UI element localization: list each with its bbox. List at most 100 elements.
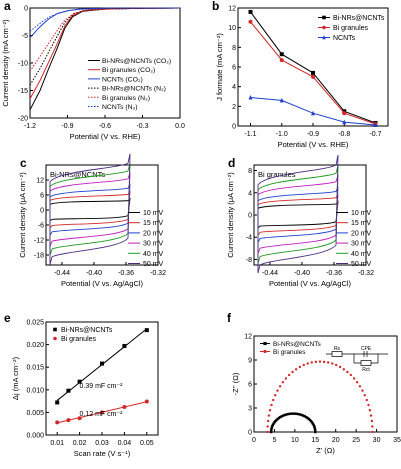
data-point xyxy=(266,419,270,423)
x-tick-label: 5 xyxy=(272,437,276,444)
data-point xyxy=(293,412,297,415)
plot-frame-c xyxy=(45,164,159,266)
data-point xyxy=(292,412,295,415)
legend-entry: NCNTs (CO₂) xyxy=(102,76,143,83)
y-tick-label: -15 xyxy=(18,88,28,95)
data-point xyxy=(66,388,71,393)
data-point xyxy=(314,430,317,434)
data-point xyxy=(311,422,315,425)
x-tick-label: -1.0 xyxy=(276,131,288,138)
y-tick-label: -6 xyxy=(38,223,44,230)
resistor-rs xyxy=(331,351,343,357)
x-tick-label: -0.9 xyxy=(307,131,319,138)
x-tick-label: -0.32 xyxy=(358,270,374,277)
data-point xyxy=(279,97,284,103)
legend-entry: 15 mV xyxy=(143,220,164,227)
data-point xyxy=(306,362,309,365)
legend-entry: 50 mV xyxy=(143,261,164,268)
data-point xyxy=(248,19,253,24)
data-point xyxy=(349,373,353,377)
y-tick-label: 2 xyxy=(232,104,236,111)
legend-entry: Bi-NRs@NCNTs xyxy=(273,341,322,348)
x-tick-label: -0.44 xyxy=(262,270,278,277)
panel-f: 0 5 10 15 20 25 30 35 0 3 6 9 12 Z' (Ω) -Z'' (Ω) Bi-NRs… xyxy=(231,334,401,456)
x-tick-label: 0 xyxy=(252,437,256,444)
data-point xyxy=(285,413,288,416)
legend-entry: Bi-NRs@NCNTs xyxy=(333,15,385,22)
x-tick-label: 0.01 xyxy=(50,440,64,447)
data-point xyxy=(369,414,373,417)
data-point xyxy=(274,394,277,397)
y-tick-label: -20 xyxy=(18,116,28,123)
data-point xyxy=(144,328,149,333)
x-tick-label: -0.40 xyxy=(294,270,310,277)
legend-entry: Bi-NRs@NCNTs (N₂) xyxy=(102,86,166,93)
legend-entry: 50 mV xyxy=(351,261,372,268)
panel-b: -1.1 -1.0 -0.9 -0.8 -0.7 0 2 4 6 8 10 12 Potential (… xyxy=(215,6,389,149)
y-tick-label: 0.020 xyxy=(26,342,44,349)
data-point xyxy=(290,412,293,415)
cv-curve xyxy=(257,193,339,237)
x-tick-label: 15 xyxy=(311,437,319,444)
x-tick-label: 25 xyxy=(352,437,360,444)
panel-letter-d: d xyxy=(228,156,235,170)
data-point xyxy=(331,362,334,365)
data-point xyxy=(300,413,303,417)
data-point xyxy=(298,365,302,369)
data-point xyxy=(279,58,284,63)
y-tick-label: 0 xyxy=(248,213,252,220)
data-point xyxy=(335,363,338,367)
data-point xyxy=(263,349,267,354)
data-point xyxy=(342,111,347,116)
x-tick-label: -0.8 xyxy=(338,131,350,138)
x-tick-label: -0.7 xyxy=(369,131,381,138)
data-point xyxy=(322,360,326,364)
x-tick-label: 20 xyxy=(332,437,340,444)
panel-letter-c: c xyxy=(20,156,27,170)
data-point xyxy=(371,430,374,434)
x-tick-label: -0.6 xyxy=(99,123,111,130)
y-axis-label: Current density (μA cm⁻²) xyxy=(226,172,235,258)
data-point xyxy=(248,9,253,14)
cv-curve xyxy=(49,191,131,230)
data-point xyxy=(306,416,309,420)
x-tick-label: -0.32 xyxy=(150,270,166,277)
data-point xyxy=(66,418,71,423)
y-axis-label: Δj (mA cm⁻²) xyxy=(11,356,20,400)
data-point xyxy=(342,368,346,371)
legend-entry: Bi-NRs@NCNTs (CO₂) xyxy=(102,58,171,65)
x-tick-label: -0.36 xyxy=(118,270,134,277)
panel-letter-f: f xyxy=(227,311,232,325)
data-point xyxy=(342,119,347,125)
data-point xyxy=(144,399,149,404)
panel-title: Bi-NRs@NCNTs xyxy=(50,170,105,179)
y-tick-label: 12 xyxy=(244,334,252,341)
data-point xyxy=(371,425,374,428)
x-axis-label: Z' (Ω) xyxy=(316,446,335,455)
legend-entry: 10 mV xyxy=(351,210,372,217)
data-point xyxy=(267,414,271,417)
x-axis-label: Potential (V vs. Ag/AgCl) xyxy=(61,279,144,288)
y-tick-label: -4 xyxy=(246,235,252,242)
data-point xyxy=(77,379,82,384)
y-axis-label: -Z'' (Ω) xyxy=(231,372,240,395)
panel-letter-b: b xyxy=(212,0,219,13)
x-tick-label: 0.05 xyxy=(140,440,154,447)
data-point xyxy=(279,52,284,57)
data-point xyxy=(361,389,364,392)
cv-curve xyxy=(257,186,339,243)
data-point xyxy=(55,400,60,405)
data-point xyxy=(367,403,370,407)
y-tick-label: 8 xyxy=(248,168,252,175)
y-axis-label: Current density (mA cm⁻²) xyxy=(1,19,10,107)
x-tick-label: -0.3 xyxy=(136,123,148,130)
data-point xyxy=(283,413,286,417)
y-tick-label: 6 xyxy=(248,382,252,389)
y-axis-label: J formate (mA cm⁻²) xyxy=(215,33,224,101)
cv-curve xyxy=(257,174,339,254)
data-point xyxy=(313,427,317,431)
data-point xyxy=(326,361,330,364)
data-point xyxy=(311,110,315,116)
cv-curve xyxy=(49,183,131,238)
